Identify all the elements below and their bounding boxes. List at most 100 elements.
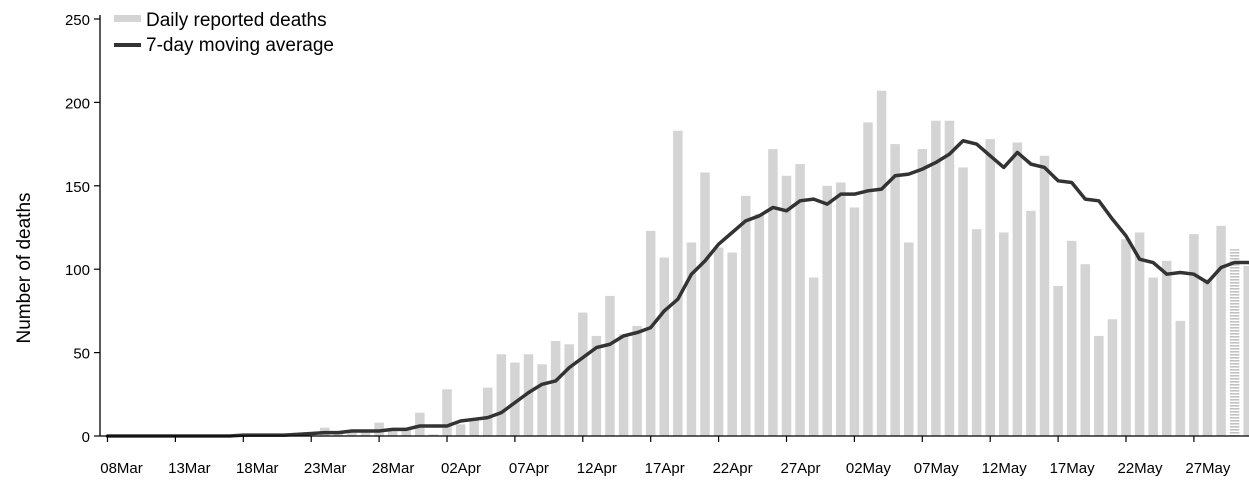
bar [849,207,860,436]
bar [360,431,371,436]
bar [428,434,439,436]
bar [836,182,846,436]
bar [387,429,398,436]
x-tick-label: 08Mar [100,460,143,477]
x-tick-label: 12May [982,460,1028,477]
bar [931,120,941,436]
bar [1202,279,1213,436]
bar [1243,265,1249,436]
bar [795,164,805,436]
bar [1026,210,1036,436]
legend-label-moving-average: 7-day moving average [146,35,334,56]
bar [537,364,547,436]
bar [564,344,574,436]
y-tick-label: 0 [82,429,90,446]
bar [727,252,737,436]
moving-average-line [105,139,1249,438]
bar [401,427,412,436]
y-tick-label: 50 [73,346,90,363]
bar [700,172,710,436]
bar [768,149,778,436]
bar [917,149,928,436]
bar [1053,285,1063,436]
bar [496,354,507,436]
bar [958,167,968,436]
bar [944,120,955,436]
bar [578,312,588,436]
x-tick-label: 22May [1117,460,1163,477]
x-tick-label: 12Apr [577,460,617,477]
bars-group [238,90,1249,437]
x-tick-label: 02May [846,460,892,477]
x-tick-label: 18Mar [236,460,279,477]
bar [510,362,520,436]
bar [890,144,900,436]
bar [876,90,887,436]
bar [482,387,493,436]
legend: Daily reported deaths 7-day moving avera… [114,10,334,56]
bar [808,277,819,436]
x-tick-label: 27May [1185,460,1231,477]
bar [659,257,670,436]
bar [781,175,792,437]
bar [442,389,452,436]
bar [713,247,724,436]
x-tick-label: 27Apr [780,460,820,477]
y-tick-label: 200 [65,95,90,112]
bar [1012,142,1023,436]
bar [1189,234,1199,436]
x-tick-label: 23Mar [304,460,347,477]
bar [523,354,534,436]
bar [1148,277,1158,436]
bar [1216,225,1226,436]
legend-swatch-moving-average [114,43,141,47]
bar [632,325,642,436]
bar [999,232,1009,436]
bar [1121,239,1131,436]
y-tick-label: 150 [65,179,90,196]
x-tick-label: 22Apr [713,460,753,477]
bar [645,230,656,436]
bar [591,335,602,436]
x-tick-label: 07May [914,460,960,477]
bar [1229,249,1240,436]
x-tick-labels: 08Mar 13Mar 18Mar 23Mar 28Mar 02Apr 07Apr 12Apr… [100,460,1231,477]
bar [863,122,873,437]
bar [1094,335,1104,436]
legend-swatch-daily-deaths [114,15,141,22]
bar [903,242,914,436]
bar [1039,155,1050,436]
bar [1161,260,1172,436]
bar [1107,319,1118,436]
x-tick-label: 07Apr [509,460,549,477]
bar [754,214,765,436]
y-tick-label: 100 [65,262,90,279]
bar [1134,232,1145,436]
bar [605,295,615,436]
bar [347,431,357,436]
x-tick-label: 28Mar [372,460,415,477]
bar [469,419,479,436]
x-tick-label: 17May [1050,460,1096,477]
x-tick-label: 02Apr [441,460,481,477]
bar [673,130,683,436]
bar [455,424,466,436]
y-tick-label: 250 [65,12,90,29]
bar [822,185,832,436]
y-tick-labels: 0 50 100 150 200 250 [65,12,90,446]
bar [550,340,561,436]
y-axis-title: Number of deaths [14,192,35,343]
bar [686,242,697,436]
bar [971,229,982,436]
x-tick-label: 17Apr [645,460,685,477]
x-tick-label: 13Mar [168,460,211,477]
bar [1080,264,1091,436]
bar [1175,320,1186,436]
bar [985,139,995,436]
bar [618,334,629,436]
legend-label-daily-deaths: Daily reported deaths [146,10,327,31]
bar [1066,240,1077,436]
bar [741,195,751,436]
axes-group [94,15,1249,442]
